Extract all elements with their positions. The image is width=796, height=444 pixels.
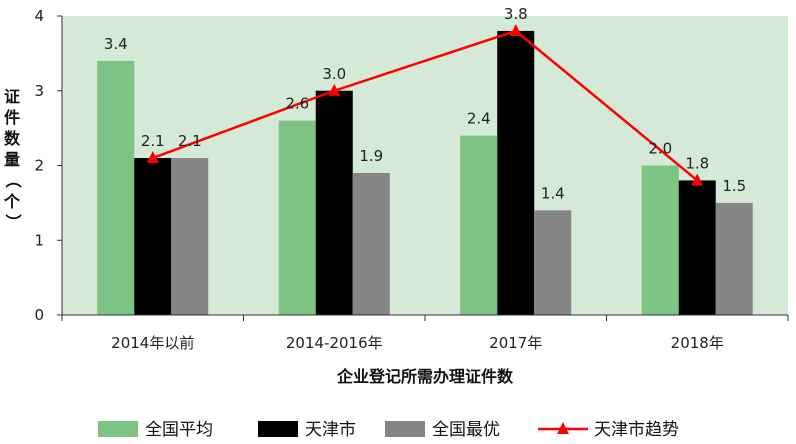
legend-label: 天津市 bbox=[305, 420, 356, 440]
y-tick-label: 0 bbox=[34, 306, 44, 324]
bar bbox=[715, 202, 753, 315]
y-tick-label: 4 bbox=[34, 7, 44, 25]
x-tick-label: 2014年以前 bbox=[111, 334, 194, 352]
y-tick-label: 1 bbox=[34, 231, 44, 249]
x-tick-label: 2018年 bbox=[671, 334, 724, 352]
y-axis-title-char: 证 bbox=[4, 87, 20, 106]
y-tick-label: 3 bbox=[34, 82, 44, 100]
data-labels-group: 3.4 2.6 2.4 2.0 2.1 3.0 3.8 1.8 2.1 1.9 1.4 1.5 bbox=[104, 5, 746, 202]
data-label: 3.0 bbox=[322, 65, 346, 83]
y-tick-label: 2 bbox=[34, 157, 44, 175]
bar bbox=[352, 172, 390, 315]
data-label: 3.8 bbox=[504, 5, 528, 23]
x-axis-title: 企业登记所需办理证件数 bbox=[336, 367, 514, 386]
legend-label: 天津市趋势 bbox=[594, 420, 679, 440]
y-axis-title-char: ） bbox=[4, 214, 23, 230]
y-axis-title-char: 件 bbox=[4, 108, 20, 127]
data-label: 2.6 bbox=[285, 95, 309, 113]
trend-marker bbox=[691, 173, 704, 186]
legend-label: 全国平均 bbox=[145, 420, 213, 440]
data-label: 1.8 bbox=[685, 154, 709, 172]
bar bbox=[97, 60, 135, 315]
trend-marker bbox=[146, 151, 159, 164]
legend-swatch bbox=[98, 421, 138, 437]
data-label: 3.4 bbox=[104, 35, 128, 53]
bar bbox=[134, 158, 172, 315]
legend-label: 全国最优 bbox=[432, 420, 500, 440]
legend-marker bbox=[557, 422, 569, 434]
data-label: 1.4 bbox=[541, 184, 565, 202]
bar bbox=[171, 158, 209, 315]
bars-group bbox=[97, 30, 753, 316]
legend-swatch bbox=[258, 421, 298, 437]
data-label: 2.4 bbox=[467, 110, 491, 128]
legend-swatch bbox=[385, 421, 425, 437]
legend: 全国平均 天津市 全国最优 天津市趋势 bbox=[98, 420, 679, 440]
bar bbox=[278, 120, 316, 316]
y-axis-title-char: 个 bbox=[3, 192, 21, 211]
data-label: 2.0 bbox=[648, 140, 672, 158]
trend-line bbox=[152, 29, 699, 182]
trend-marker bbox=[328, 83, 341, 96]
trend-marker bbox=[509, 23, 522, 36]
bar bbox=[460, 135, 498, 315]
trend-line-group bbox=[146, 23, 704, 186]
bar bbox=[678, 180, 716, 315]
axes-group: 0 1 2 3 4 2014年以前 2014-2016年 2017年 2018年 bbox=[34, 7, 789, 352]
bar bbox=[497, 30, 535, 315]
bar bbox=[315, 90, 353, 315]
data-label: 2.1 bbox=[141, 132, 165, 150]
bar bbox=[641, 165, 679, 315]
y-axis-title-char: 量 bbox=[4, 150, 20, 169]
y-axis-title-char: （ bbox=[4, 172, 23, 188]
x-tick-label: 2014-2016年 bbox=[286, 334, 383, 352]
x-tick-label: 2017年 bbox=[489, 334, 542, 352]
data-label: 1.5 bbox=[722, 177, 746, 195]
bar bbox=[534, 210, 572, 315]
data-label: 2.1 bbox=[178, 132, 202, 150]
y-axis-title-char: 数 bbox=[4, 129, 21, 148]
data-label: 1.9 bbox=[359, 147, 383, 165]
